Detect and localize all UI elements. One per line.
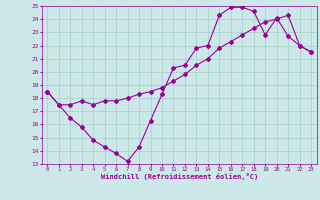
X-axis label: Windchill (Refroidissement éolien,°C): Windchill (Refroidissement éolien,°C) — [100, 173, 258, 180]
